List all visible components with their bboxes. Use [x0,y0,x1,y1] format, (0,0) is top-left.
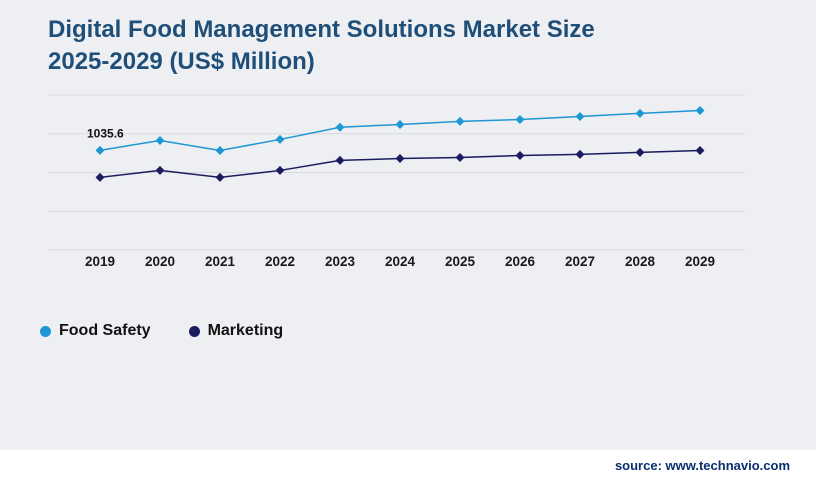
food-safety-dot-icon [40,325,51,337]
svg-text:2022: 2022 [265,254,295,269]
legend-item-marketing: Marketing [188,322,284,340]
page-title: Digital Food Management Solutions Market… [48,14,595,77]
chart-legend: Food Safety Marketing [40,322,283,340]
footer-bar: source: www.technavio.com [0,450,816,480]
marketing-dot-icon [188,325,200,337]
svg-text:2026: 2026 [505,254,536,269]
svg-text:2020: 2020 [145,254,175,269]
legend-item-food-safety: Food Safety [40,322,151,340]
legend-label-marketing: Marketing [207,322,284,339]
svg-text:2019: 2019 [85,254,115,269]
page-title-line1: Digital Food Management Solutions Market… [48,16,595,43]
svg-text:1035.6: 1035.6 [87,126,124,140]
page-title-line2: 2025-2029 (US$ Million) [48,47,315,75]
source-attribution: source: www.technavio.com [614,457,790,473]
legend-label-food-safety: Food Safety [59,322,151,339]
svg-text:2025: 2025 [445,254,476,269]
svg-text:2024: 2024 [385,254,416,269]
svg-text:2021: 2021 [205,254,236,269]
svg-text:2027: 2027 [565,254,595,269]
svg-text:2023: 2023 [325,254,356,269]
svg-text:2029: 2029 [685,254,715,269]
svg-text:2028: 2028 [625,254,656,269]
